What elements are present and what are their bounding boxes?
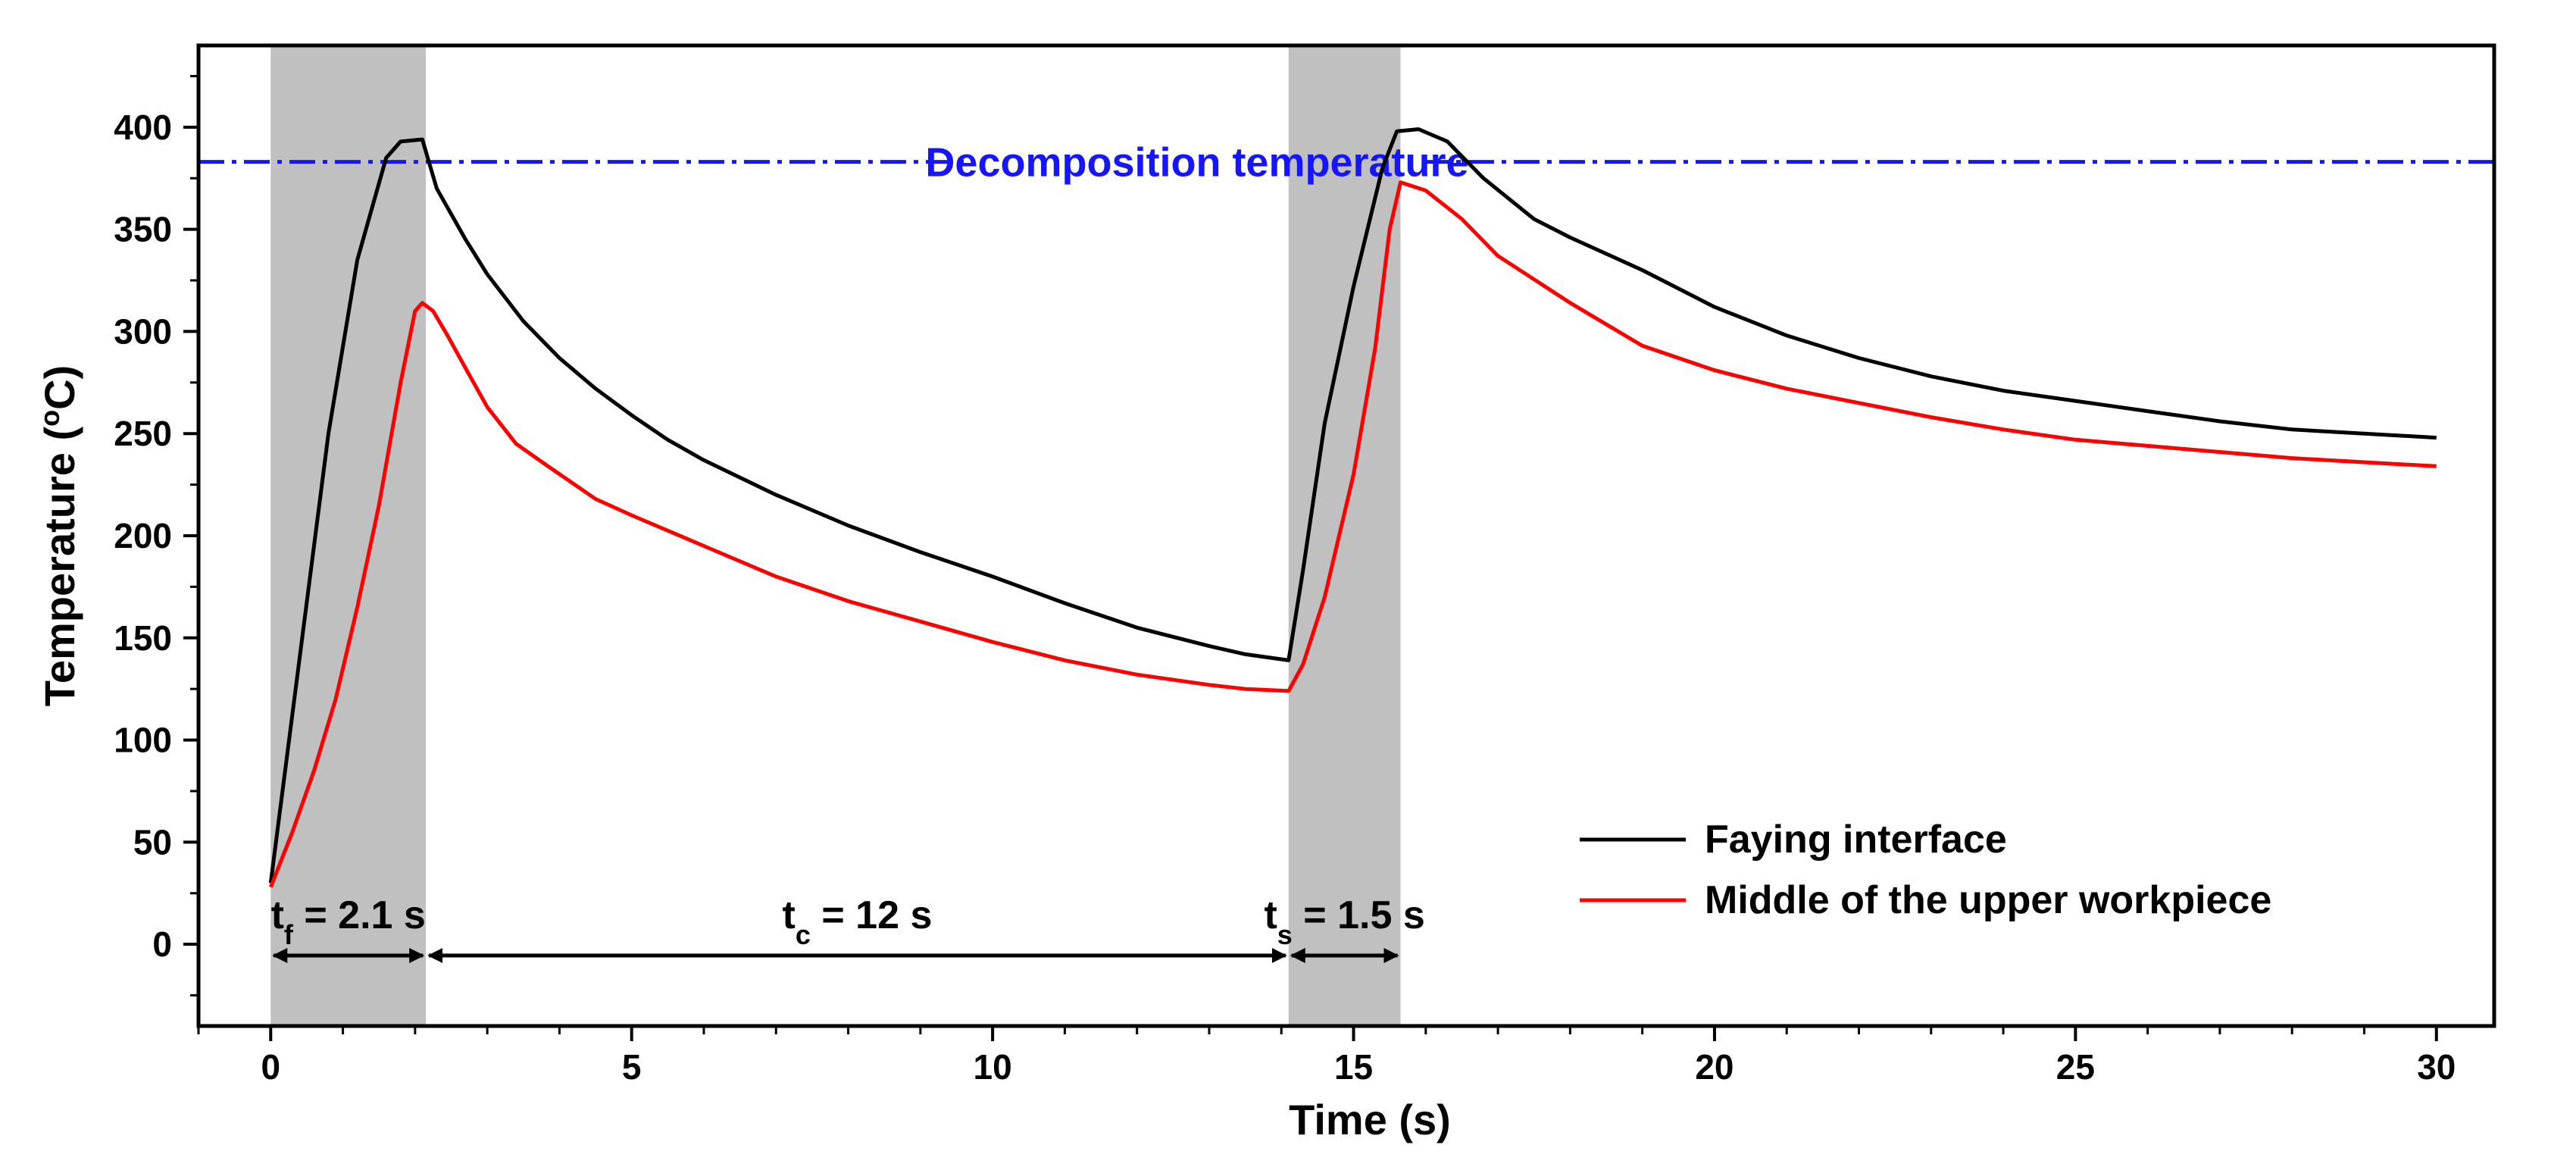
y-axis-label: Temperature (oC)	[34, 365, 84, 706]
x-tick-label: 5	[622, 1047, 642, 1087]
y-tick-label: 50	[133, 822, 172, 862]
annotation-sub-ts: s	[1277, 919, 1293, 950]
legend: Faying interface Middle of the upper wor…	[1580, 818, 2271, 922]
legend-label-faying: Faying interface	[1705, 818, 2007, 862]
y-axis-label-prefix: Temperature (	[36, 427, 83, 707]
decomposition-label: Decomposition temperature	[925, 140, 1468, 186]
y-tick-label: 100	[114, 721, 172, 760]
x-axis-label: Time (s)	[1289, 1096, 1451, 1143]
y-tick-label: 300	[114, 311, 172, 351]
series-line-1	[268, 180, 2437, 888]
annotation-main-tf: t	[271, 893, 284, 937]
x-tick-label: 10	[974, 1047, 1012, 1087]
annotation-sub-tf: f	[284, 919, 294, 950]
x-tick-label: 15	[1334, 1047, 1373, 1087]
shaded-regions	[270, 45, 1401, 1026]
legend-label-middle: Middle of the upper workpiece	[1705, 878, 2271, 922]
duration-annotations: tf = 2.1 s tc = 12 s ts = 1.5 s	[271, 893, 1425, 963]
annotation-label-tf: tf = 2.1 s	[271, 893, 426, 950]
annotation-rest-tf: = 2.1 s	[293, 893, 426, 937]
x-tick-label: 0	[261, 1047, 280, 1087]
annotation-sub-tc: c	[796, 919, 811, 950]
annotation-main-ts: t	[1264, 893, 1277, 937]
y-tick-label: 0	[152, 924, 172, 964]
y-tick-label: 200	[114, 516, 172, 555]
y-axis-label-degree: o	[34, 410, 65, 427]
series-lines	[268, 127, 2437, 888]
annotation-rest-tc: = 12 s	[811, 893, 932, 937]
y-tick-label: 250	[114, 414, 172, 453]
annotation-rest-ts: = 1.5 s	[1293, 893, 1425, 937]
y-axis-label-suffix: C)	[36, 365, 83, 410]
x-tick-label: 20	[1695, 1047, 1733, 1087]
x-tick-label: 25	[2056, 1047, 2095, 1087]
x-tick-label: 30	[2417, 1047, 2456, 1087]
y-tick-label: 150	[114, 618, 172, 658]
annotation-label-tc: tc = 12 s	[783, 893, 933, 950]
annotation-main-tc: t	[783, 893, 796, 937]
shade-friction-stage	[270, 45, 427, 1026]
shade-stir-stage	[1288, 45, 1401, 1026]
series-line-0	[268, 127, 2437, 884]
y-tick-label: 400	[114, 108, 172, 147]
y-tick-label: 350	[114, 210, 172, 249]
annotation-label-ts: ts = 1.5 s	[1264, 893, 1424, 950]
